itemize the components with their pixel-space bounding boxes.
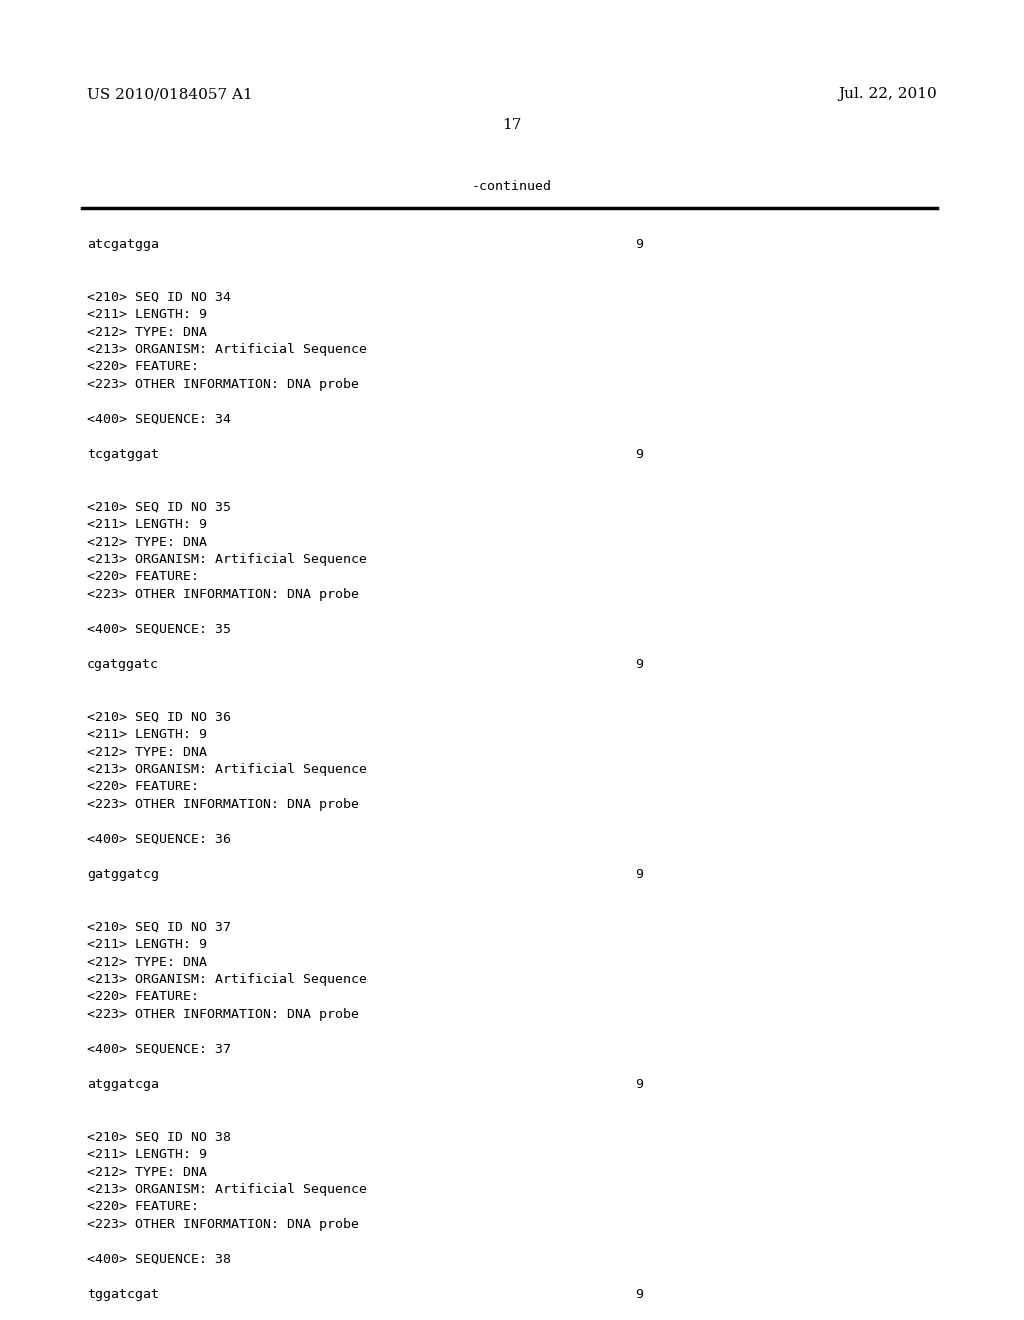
- Text: Jul. 22, 2010: Jul. 22, 2010: [839, 87, 937, 102]
- Text: <223> OTHER INFORMATION: DNA probe: <223> OTHER INFORMATION: DNA probe: [87, 1008, 359, 1020]
- Text: <211> LENGTH: 9: <211> LENGTH: 9: [87, 308, 207, 321]
- Text: <212> TYPE: DNA: <212> TYPE: DNA: [87, 1166, 207, 1179]
- Text: US 2010/0184057 A1: US 2010/0184057 A1: [87, 87, 253, 102]
- Text: tcgatggat: tcgatggat: [87, 447, 159, 461]
- Text: <211> LENGTH: 9: <211> LENGTH: 9: [87, 1148, 207, 1162]
- Text: <213> ORGANISM: Artificial Sequence: <213> ORGANISM: Artificial Sequence: [87, 763, 367, 776]
- Text: <211> LENGTH: 9: <211> LENGTH: 9: [87, 939, 207, 950]
- Text: 9: 9: [635, 869, 643, 880]
- Text: <223> OTHER INFORMATION: DNA probe: <223> OTHER INFORMATION: DNA probe: [87, 799, 359, 810]
- Text: <213> ORGANISM: Artificial Sequence: <213> ORGANISM: Artificial Sequence: [87, 343, 367, 356]
- Text: 9: 9: [635, 657, 643, 671]
- Text: <213> ORGANISM: Artificial Sequence: <213> ORGANISM: Artificial Sequence: [87, 973, 367, 986]
- Text: -continued: -continued: [472, 180, 552, 193]
- Text: cgatggatc: cgatggatc: [87, 657, 159, 671]
- Text: <220> FEATURE:: <220> FEATURE:: [87, 570, 199, 583]
- Text: <211> LENGTH: 9: <211> LENGTH: 9: [87, 729, 207, 741]
- Text: <223> OTHER INFORMATION: DNA probe: <223> OTHER INFORMATION: DNA probe: [87, 1218, 359, 1232]
- Text: <223> OTHER INFORMATION: DNA probe: <223> OTHER INFORMATION: DNA probe: [87, 587, 359, 601]
- Text: <220> FEATURE:: <220> FEATURE:: [87, 780, 199, 793]
- Text: <210> SEQ ID NO 36: <210> SEQ ID NO 36: [87, 710, 231, 723]
- Text: <213> ORGANISM: Artificial Sequence: <213> ORGANISM: Artificial Sequence: [87, 1183, 367, 1196]
- Text: 9: 9: [635, 447, 643, 461]
- Text: <220> FEATURE:: <220> FEATURE:: [87, 990, 199, 1003]
- Text: <223> OTHER INFORMATION: DNA probe: <223> OTHER INFORMATION: DNA probe: [87, 378, 359, 391]
- Text: <211> LENGTH: 9: <211> LENGTH: 9: [87, 517, 207, 531]
- Text: <213> ORGANISM: Artificial Sequence: <213> ORGANISM: Artificial Sequence: [87, 553, 367, 566]
- Text: <210> SEQ ID NO 38: <210> SEQ ID NO 38: [87, 1130, 231, 1143]
- Text: <210> SEQ ID NO 34: <210> SEQ ID NO 34: [87, 290, 231, 304]
- Text: tggatcgat: tggatcgat: [87, 1288, 159, 1302]
- Text: <220> FEATURE:: <220> FEATURE:: [87, 1200, 199, 1213]
- Text: 9: 9: [635, 1288, 643, 1302]
- Text: <212> TYPE: DNA: <212> TYPE: DNA: [87, 746, 207, 759]
- Text: gatggatcg: gatggatcg: [87, 869, 159, 880]
- Text: <210> SEQ ID NO 35: <210> SEQ ID NO 35: [87, 500, 231, 513]
- Text: <400> SEQUENCE: 38: <400> SEQUENCE: 38: [87, 1253, 231, 1266]
- Text: atcgatgga: atcgatgga: [87, 238, 159, 251]
- Text: 9: 9: [635, 238, 643, 251]
- Text: <220> FEATURE:: <220> FEATURE:: [87, 360, 199, 374]
- Text: <210> SEQ ID NO 37: <210> SEQ ID NO 37: [87, 920, 231, 933]
- Text: atggatcga: atggatcga: [87, 1078, 159, 1092]
- Text: <400> SEQUENCE: 34: <400> SEQUENCE: 34: [87, 413, 231, 426]
- Text: <212> TYPE: DNA: <212> TYPE: DNA: [87, 536, 207, 549]
- Text: <400> SEQUENCE: 36: <400> SEQUENCE: 36: [87, 833, 231, 846]
- Text: <212> TYPE: DNA: <212> TYPE: DNA: [87, 326, 207, 338]
- Text: <400> SEQUENCE: 37: <400> SEQUENCE: 37: [87, 1043, 231, 1056]
- Text: <400> SEQUENCE: 35: <400> SEQUENCE: 35: [87, 623, 231, 636]
- Text: <212> TYPE: DNA: <212> TYPE: DNA: [87, 956, 207, 969]
- Text: 9: 9: [635, 1078, 643, 1092]
- Text: 17: 17: [503, 117, 521, 132]
